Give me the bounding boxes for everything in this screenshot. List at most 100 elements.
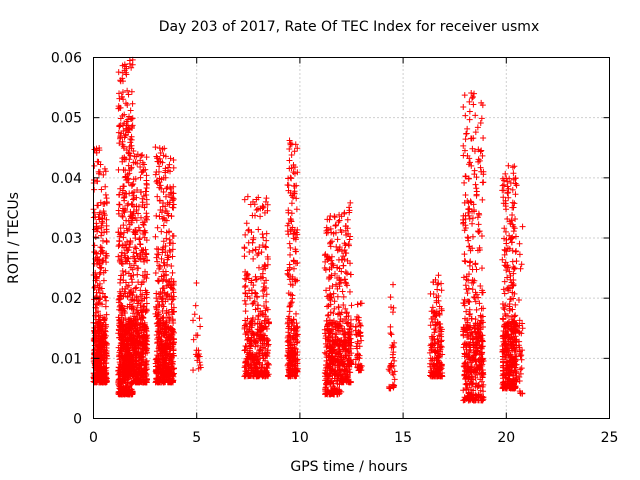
data-point bbox=[126, 330, 133, 337]
data-point bbox=[97, 378, 104, 385]
data-point bbox=[138, 169, 145, 176]
data-point bbox=[118, 340, 125, 347]
data-point bbox=[125, 282, 132, 289]
x-tick-label: 20 bbox=[497, 430, 515, 446]
data-point bbox=[117, 384, 124, 391]
data-point bbox=[91, 242, 98, 249]
data-point bbox=[119, 212, 126, 219]
x-tick-label: 0 bbox=[89, 430, 98, 446]
data-point bbox=[103, 216, 110, 223]
data-point bbox=[138, 281, 145, 288]
data-point bbox=[124, 87, 131, 94]
data-point bbox=[117, 231, 124, 238]
data-point bbox=[123, 247, 130, 254]
data-point bbox=[125, 175, 132, 182]
data-point bbox=[123, 146, 130, 153]
data-point bbox=[141, 234, 148, 241]
data-point bbox=[124, 126, 131, 133]
data-point bbox=[94, 225, 101, 232]
data-point bbox=[94, 228, 101, 235]
data-point bbox=[96, 168, 103, 175]
data-point bbox=[124, 335, 131, 342]
data-point bbox=[120, 222, 127, 229]
data-point bbox=[102, 321, 109, 328]
data-point bbox=[142, 246, 149, 253]
data-point bbox=[99, 323, 106, 330]
data-point bbox=[143, 196, 150, 203]
y-tick-label: 0.01 bbox=[51, 351, 82, 367]
data-point bbox=[128, 88, 135, 95]
data-point bbox=[133, 217, 140, 224]
data-point bbox=[128, 276, 135, 283]
data-point bbox=[118, 94, 125, 101]
data-point bbox=[91, 283, 98, 290]
data-point bbox=[103, 297, 110, 304]
data-point bbox=[96, 144, 103, 151]
data-point bbox=[117, 78, 124, 85]
data-point bbox=[143, 172, 150, 179]
data-point bbox=[116, 334, 123, 341]
data-point bbox=[119, 391, 126, 398]
data-point bbox=[135, 224, 142, 231]
data-point bbox=[102, 168, 109, 175]
data-point bbox=[115, 243, 122, 250]
data-point bbox=[127, 389, 134, 396]
data-point bbox=[118, 272, 125, 279]
data-point bbox=[128, 133, 135, 140]
data-point bbox=[143, 300, 150, 307]
data-point bbox=[101, 315, 108, 322]
y-tick-label: 0.05 bbox=[51, 111, 82, 127]
data-point bbox=[96, 280, 103, 287]
data-point bbox=[115, 253, 122, 260]
data-point bbox=[120, 143, 127, 150]
data-point bbox=[122, 346, 129, 353]
data-point bbox=[143, 306, 150, 313]
data-point bbox=[100, 201, 107, 208]
data-point bbox=[140, 221, 147, 228]
data-point bbox=[141, 258, 148, 265]
data-point bbox=[116, 191, 123, 198]
x-tick-label: 5 bbox=[192, 430, 201, 446]
data-point bbox=[134, 151, 141, 158]
data-point bbox=[116, 201, 123, 208]
data-point bbox=[101, 355, 108, 362]
data-point bbox=[136, 379, 143, 386]
data-point bbox=[118, 311, 125, 318]
data-point bbox=[142, 229, 149, 236]
data-point bbox=[136, 235, 143, 242]
data-point bbox=[118, 326, 125, 333]
data-point bbox=[141, 228, 148, 235]
data-point bbox=[102, 328, 109, 335]
data-point bbox=[99, 237, 106, 244]
data-point bbox=[119, 75, 126, 82]
data-point bbox=[122, 363, 129, 370]
data-point bbox=[133, 203, 140, 210]
data-point bbox=[115, 103, 122, 110]
data-point bbox=[124, 116, 131, 123]
data-point bbox=[139, 291, 146, 298]
data-point bbox=[128, 297, 135, 304]
data-point bbox=[119, 213, 126, 220]
data-point bbox=[140, 278, 147, 285]
data-point bbox=[134, 187, 141, 194]
data-point bbox=[125, 226, 132, 233]
data-point bbox=[117, 380, 124, 387]
data-point bbox=[137, 251, 144, 258]
data-point bbox=[116, 237, 123, 244]
data-point bbox=[137, 189, 144, 196]
data-point bbox=[115, 69, 122, 76]
data-point bbox=[121, 154, 128, 161]
data-point bbox=[129, 122, 136, 129]
data-point bbox=[124, 202, 131, 209]
data-point bbox=[120, 183, 127, 190]
data-point bbox=[115, 129, 122, 136]
data-point bbox=[126, 260, 133, 267]
x-tick-label: 15 bbox=[394, 430, 412, 446]
data-point bbox=[100, 366, 107, 373]
data-point bbox=[98, 377, 105, 384]
data-point bbox=[122, 269, 129, 276]
data-point bbox=[94, 202, 101, 209]
data-point bbox=[126, 244, 133, 251]
